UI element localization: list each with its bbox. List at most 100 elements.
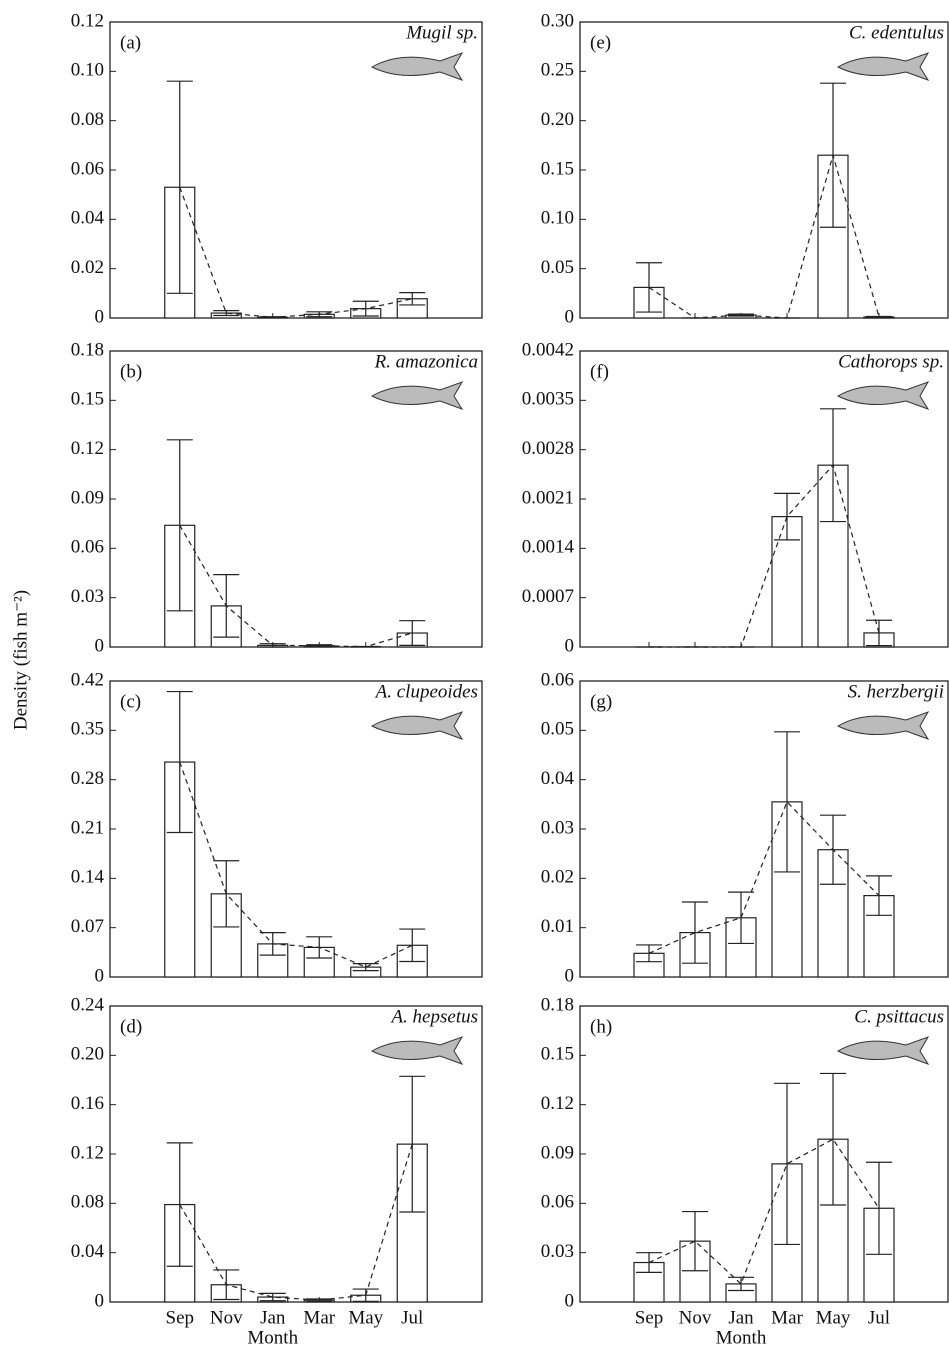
- y-tick-label: 0.09: [71, 487, 104, 508]
- panel-label: (a): [120, 32, 141, 53]
- panel-label: (c): [120, 691, 141, 712]
- y-tick-label: 0.06: [541, 669, 574, 690]
- y-tick-label: 0.02: [541, 867, 574, 888]
- species-name: Cathorops sp.: [838, 351, 944, 372]
- species-name: S. herzbergii: [848, 681, 944, 702]
- fish-icon: [836, 1036, 930, 1065]
- fish-icon: [370, 381, 464, 410]
- panel-label: (b): [120, 361, 142, 382]
- error-bar: [682, 901, 708, 964]
- trend-line: [648, 1138, 880, 1285]
- y-axis-label: Density (fish m⁻²): [10, 590, 31, 730]
- panel-label: (d): [120, 1016, 142, 1037]
- y-tick-label: 0.35: [71, 719, 104, 740]
- y-tick-label: 0.12: [71, 1142, 104, 1163]
- x-axis-label: Month: [247, 1327, 298, 1348]
- y-tick-label: 0.28: [71, 768, 104, 789]
- fish-icon: [836, 711, 930, 740]
- error-bar: [166, 80, 193, 294]
- y-tick-label: 0.05: [541, 257, 574, 278]
- species-name: R. amazonica: [374, 351, 478, 372]
- fish-icon: [370, 711, 464, 740]
- error-bar: [682, 1210, 708, 1272]
- x-tick-label: May: [348, 1307, 383, 1328]
- panel-label: (f): [590, 361, 609, 382]
- trend-line: [179, 1143, 413, 1301]
- panel-label: (g): [590, 691, 612, 712]
- error-bar: [166, 1142, 193, 1267]
- x-tick-label: Jan: [260, 1307, 286, 1328]
- x-tick-label: Mar: [303, 1307, 335, 1328]
- y-tick-label: 0.0007: [522, 586, 574, 607]
- y-tick-label: 0.15: [541, 1044, 574, 1065]
- error-bar: [728, 891, 754, 945]
- y-tick-label: 0.08: [71, 1192, 104, 1213]
- y-tick-label: 0.18: [541, 994, 574, 1015]
- error-bar: [352, 963, 379, 972]
- error-bar: [866, 619, 892, 647]
- error-bar: [399, 291, 426, 306]
- error-bar: [213, 310, 240, 317]
- y-tick-label: 0.04: [71, 1241, 105, 1262]
- y-tick-label: 0.42: [71, 669, 104, 690]
- error-bar: [774, 731, 800, 873]
- species-name: A. clupeoides: [374, 681, 478, 702]
- x-tick-label: Nov: [679, 1307, 712, 1328]
- y-tick-label: 0.10: [71, 60, 104, 81]
- error-bar: [306, 1298, 333, 1302]
- y-tick-label: 0.01: [541, 916, 574, 937]
- y-tick-label: 0.0035: [522, 389, 574, 410]
- y-tick-label: 0.02: [71, 257, 104, 278]
- y-tick-label: 0.15: [541, 158, 574, 179]
- error-bar: [399, 620, 426, 646]
- y-tick-label: 0: [565, 306, 575, 327]
- y-tick-label: 0.0028: [522, 438, 574, 459]
- y-tick-label: 0.15: [71, 389, 104, 410]
- trend-line: [648, 800, 880, 954]
- trend-line: [649, 463, 880, 648]
- y-tick-label: 0: [565, 1290, 575, 1311]
- y-tick-label: 0.04: [541, 768, 575, 789]
- panel-label: (h): [590, 1016, 612, 1037]
- y-tick-label: 0.0014: [522, 537, 575, 558]
- y-tick-label: 0: [95, 306, 105, 327]
- y-tick-label: 0.03: [71, 586, 104, 607]
- fish-icon: [836, 381, 930, 410]
- trend-line: [179, 525, 413, 648]
- y-tick-label: 0.21: [71, 817, 104, 838]
- y-tick-label: 0: [565, 635, 575, 656]
- x-tick-label: Jan: [728, 1307, 754, 1328]
- x-tick-label: Jul: [401, 1307, 423, 1328]
- x-tick-label: May: [816, 1307, 851, 1328]
- species-name: C. psittacus: [854, 1006, 944, 1027]
- fish-icon: [370, 1036, 464, 1065]
- x-axis-label: Month: [716, 1327, 767, 1348]
- y-tick-label: 0: [95, 635, 105, 656]
- y-tick-label: 0: [95, 965, 105, 986]
- y-tick-label: 0.20: [71, 1044, 104, 1065]
- y-tick-label: 0.25: [541, 60, 574, 81]
- error-bar: [866, 1161, 892, 1255]
- x-tick-label: Nov: [210, 1307, 243, 1328]
- y-tick-label: 0.10: [541, 208, 574, 229]
- y-tick-label: 0.12: [71, 438, 104, 459]
- error-bar: [399, 1075, 426, 1213]
- error-bar: [399, 928, 426, 963]
- x-tick-label: Mar: [771, 1307, 803, 1328]
- y-tick-label: 0.12: [541, 1093, 574, 1114]
- fish-icon: [370, 52, 464, 81]
- y-tick-label: 0.06: [71, 158, 104, 179]
- species-name: C. edentulus: [849, 22, 944, 43]
- y-tick-label: 0.0042: [522, 339, 574, 360]
- y-tick-label: 0.03: [541, 817, 574, 838]
- y-tick-label: 0: [565, 965, 575, 986]
- y-tick-label: 0.24: [71, 994, 105, 1015]
- trend-line: [648, 152, 880, 319]
- trend-line: [179, 187, 413, 318]
- species-name: A. hepsetus: [389, 1006, 478, 1027]
- error-bar: [166, 690, 193, 834]
- y-tick-label: 0.06: [541, 1192, 574, 1213]
- error-bar: [728, 1276, 754, 1292]
- y-tick-label: 0.08: [71, 109, 104, 130]
